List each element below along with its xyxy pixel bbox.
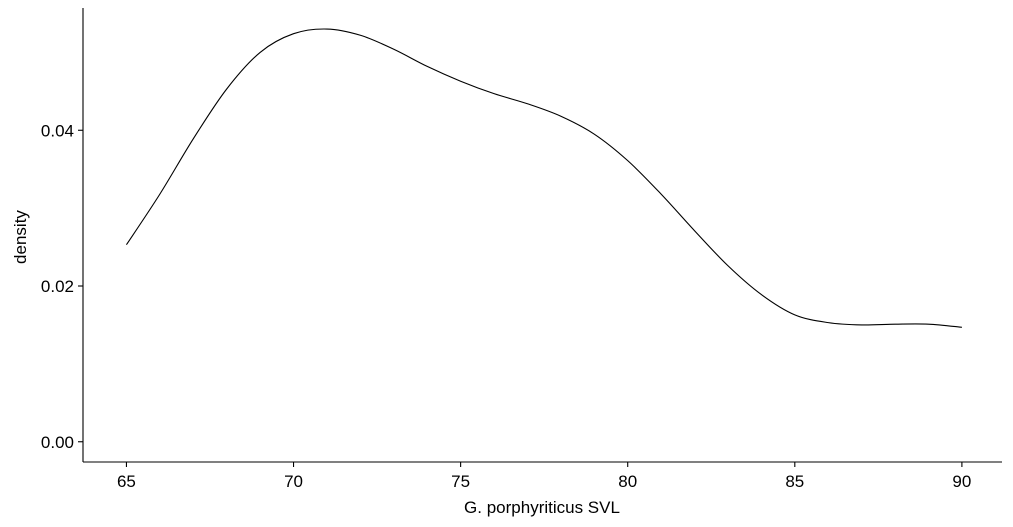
x-tick-label: 70 [284, 472, 303, 491]
y-tick-label: 0.02 [41, 277, 74, 296]
plot-area [125, 28, 962, 328]
y-tick-label: 0.00 [41, 433, 74, 452]
x-tick-label: 75 [451, 472, 470, 491]
x-axis-title: G. porphyriticus SVL [464, 498, 620, 517]
y-axis-title: density [11, 210, 30, 264]
density-curve [125, 28, 962, 328]
x-axis-ticks: 65 70 75 80 85 90 [117, 462, 971, 491]
x-tick-label: 90 [952, 472, 971, 491]
x-tick-label: 85 [785, 472, 804, 491]
x-tick-label: 80 [618, 472, 637, 491]
x-tick-label: 65 [117, 472, 136, 491]
y-tick-label: 0.04 [41, 121, 74, 140]
y-axis-ticks: 0.00 0.02 0.04 [41, 121, 83, 452]
